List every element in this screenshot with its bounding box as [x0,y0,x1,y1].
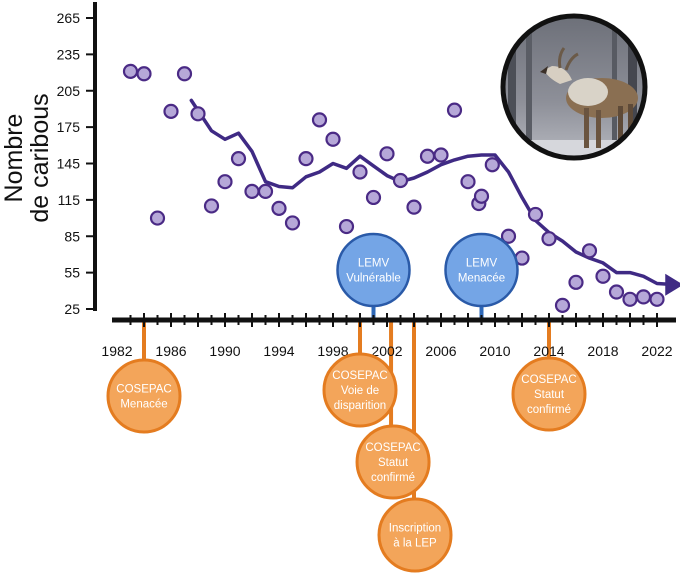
cosepac-bubble-2 [355,424,431,500]
cosepac-bubble-1 [322,352,398,428]
cosepac-bubble-3 [377,497,453,573]
y-tick-label-6: 205 [57,83,81,99]
data-point-14 [311,112,328,128]
y-tick-label-0: 25 [64,301,80,317]
data-point-0 [122,63,139,79]
caribou-photo [500,13,648,161]
cosepac-bubble-4 [511,356,587,432]
data-point-24 [446,102,463,118]
cosepac-bubble-2-line-2: confirmé [371,472,415,484]
data-point-11 [271,200,287,216]
x-tick-label-5: 2002 [371,343,402,359]
cosepac-bubble-1-line-2: disparition [334,400,386,412]
lemv-bubble-1-line-1: Menacée [458,273,505,285]
y-tick-label-4: 145 [57,156,81,172]
data-point-38 [622,291,638,307]
lemv-bubble-0-line-1: Vulnérable [346,273,401,285]
cosepac-bubble-1-line-1: Voie de [341,385,379,397]
cosepac-bubble-1-line-0: COSEPAC [332,370,387,382]
trend-arrowhead [665,273,680,296]
cosepac-bubble-4-line-2: confirmé [527,404,571,416]
data-point-5 [190,106,206,122]
data-point-25 [460,174,476,190]
data-point-36 [595,268,611,284]
cosepac-bubble-2-line-1: Statut [378,457,409,469]
y-tick-label-7: 235 [57,46,81,62]
trend-layer [189,98,680,296]
lemv-bubble-1 [444,232,519,308]
data-point-12 [284,215,301,231]
x-tick-label-7: 2010 [479,343,510,359]
data-point-7 [217,174,233,190]
y-tick-label-1: 55 [64,265,80,281]
x-tick-label-10: 2022 [641,343,672,359]
axes: 25 55 85 115 145 175 205 235 265 1982 1986 1990 1994… [57,2,676,359]
y-axis-label: Nombre de caribous [0,93,54,222]
y-axis-label-line-1: Nombre [0,114,28,203]
x-tick-label-6: 2006 [425,343,456,359]
data-point-10 [257,183,274,199]
data-point-20 [392,172,409,189]
data-point-1 [136,66,152,82]
data-point-37 [608,284,625,300]
trend-line [189,98,680,287]
cosepac-bubble-0 [106,358,182,434]
y-tick-label-3: 115 [58,192,81,208]
data-point-17 [352,164,368,180]
cosepac-bubble-4-line-0: COSEPAC [521,374,576,386]
data-point-8 [230,151,247,167]
x-tick-label-4: 1998 [317,343,348,359]
data-point-16 [338,218,355,235]
x-tick-label-3: 1994 [263,343,294,359]
data-point-33 [554,297,571,313]
y-tick-label-8: 265 [57,10,81,26]
data-point-35 [581,243,598,259]
data-point-32 [541,231,557,247]
data-point-21 [406,199,422,215]
cosepac-bubble-3-line-0: Inscription [389,523,441,535]
lemv-bubble-1-line-0: LEMV [466,258,498,270]
x-tick-label-8: 2014 [533,343,564,359]
cosepac-bubble-4-line-1: Statut [534,389,565,401]
data-point-22 [419,148,436,164]
data-point-15 [325,131,341,147]
data-point-18 [365,189,382,206]
data-point-27 [473,188,490,204]
y-tick-label-2: 85 [64,228,80,244]
data-point-23 [433,147,449,163]
bubbles-layer: LEMV Vulnérable LEMV Menacée COSEPAC Menacée C… [106,232,587,573]
x-tick-label-0: 1982 [101,343,132,359]
data-point-4 [176,66,193,82]
data-point-28 [484,157,500,173]
cosepac-bubble-3-line-1: à la LEP [393,538,437,550]
data-point-9 [244,183,260,199]
data-point-13 [298,151,314,167]
data-point-19 [379,146,395,162]
data-point-34 [568,274,584,290]
lemv-bubble-0-line-0: LEMV [358,258,390,270]
cosepac-bubble-0-line-0: COSEPAC [116,384,171,396]
x-tick-label-9: 2018 [587,343,618,359]
points-layer [122,63,665,313]
data-point-3 [163,103,179,119]
lemv-bubble-0 [336,232,411,308]
data-point-39 [635,289,652,305]
cosepac-bubble-0-line-1: Menacée [120,399,167,411]
x-tick-label-2: 1990 [209,343,240,359]
x-tick-label-1: 1986 [155,343,186,359]
y-axis-label-line-2: de caribous [26,93,54,222]
data-point-2 [149,210,166,226]
data-point-6 [203,198,220,214]
data-point-29 [500,228,517,244]
data-point-40 [649,291,665,307]
data-point-31 [527,206,544,223]
y-tick-label-5: 175 [57,119,81,135]
cosepac-bubble-2-line-0: COSEPAC [365,442,420,454]
